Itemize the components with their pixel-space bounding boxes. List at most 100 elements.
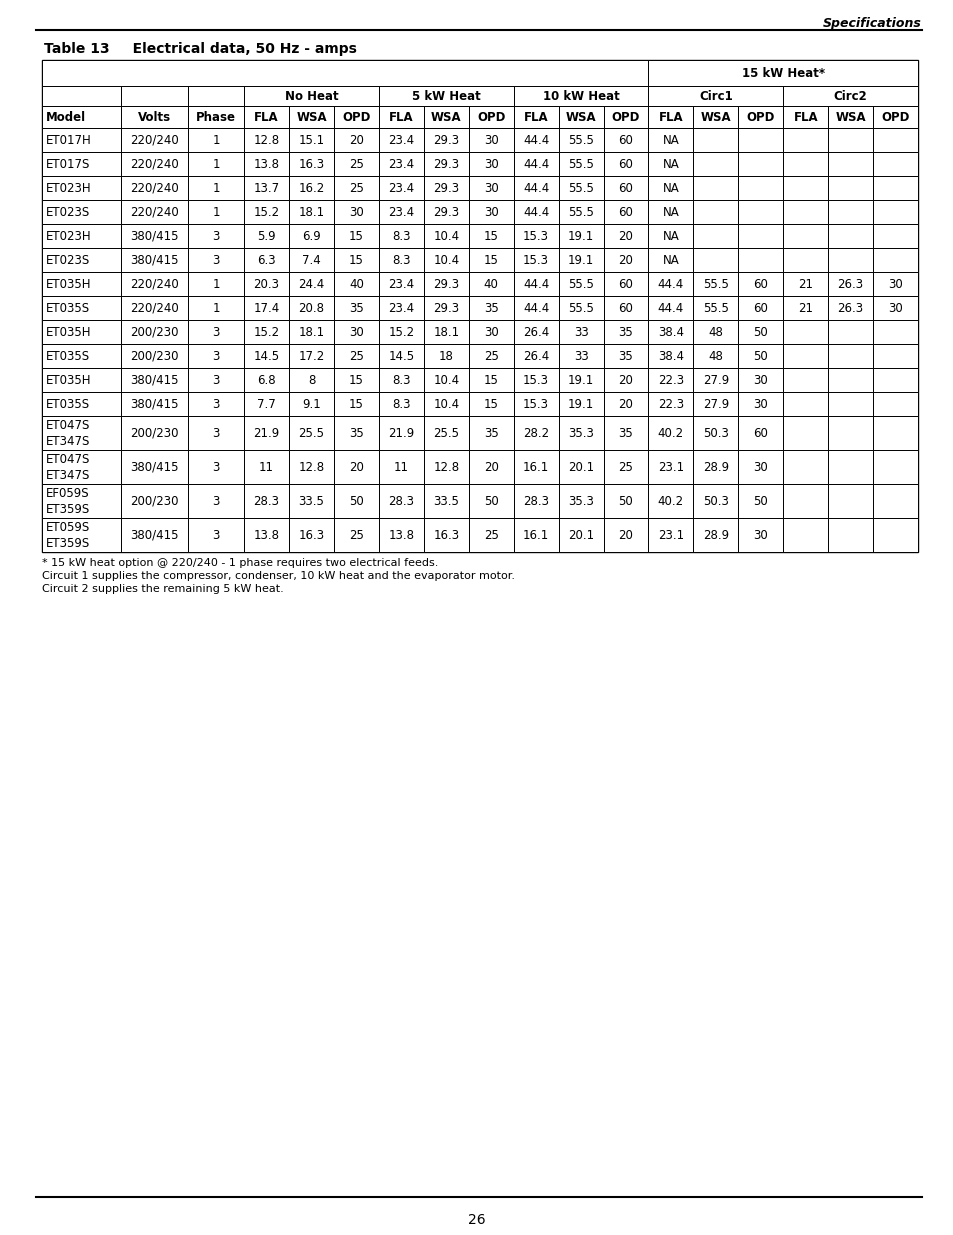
Text: 50: 50 [618,494,633,508]
Text: 44.4: 44.4 [658,278,683,290]
Text: 20: 20 [349,133,363,147]
Text: 18.1: 18.1 [433,326,459,338]
Text: 15: 15 [349,230,363,242]
Text: Circ1: Circ1 [699,89,732,103]
Bar [513,484,558,517]
Text: NA: NA [661,230,679,242]
Bar [244,484,289,517]
Bar [120,517,188,552]
Text: 200/230: 200/230 [130,494,178,508]
Bar [648,345,693,368]
Bar [827,391,872,416]
Text: 16.3: 16.3 [298,529,324,541]
Text: FLA: FLA [254,110,278,124]
Text: 50: 50 [753,494,767,508]
Bar [334,484,378,517]
Bar [42,416,120,450]
Bar [289,200,334,224]
Bar [648,177,693,200]
Bar [423,416,468,450]
Text: NA: NA [661,182,679,194]
Bar [244,296,289,320]
Bar [693,248,738,272]
Text: 3: 3 [213,230,219,242]
Text: 29.3: 29.3 [433,182,459,194]
Bar [827,106,872,128]
Text: ET047S
ET347S: ET047S ET347S [46,419,91,447]
Bar [423,177,468,200]
Text: 3: 3 [213,326,219,338]
Text: 3: 3 [213,461,219,473]
Text: OPD: OPD [881,110,909,124]
Text: ET059S
ET359S: ET059S ET359S [46,520,91,550]
Text: 60: 60 [618,205,633,219]
Bar [289,345,334,368]
Text: 30: 30 [753,461,767,473]
Bar [872,248,917,272]
Bar [244,106,289,128]
Text: NA: NA [661,158,679,170]
Bar [468,450,513,484]
Text: 19.1: 19.1 [567,230,594,242]
Bar [188,517,244,552]
Bar [289,320,334,345]
Bar [468,296,513,320]
Text: 21.9: 21.9 [253,426,279,440]
Bar [468,391,513,416]
Bar [603,128,648,152]
Text: 30: 30 [349,326,363,338]
Bar [378,128,423,152]
Bar [513,296,558,320]
Text: 29.3: 29.3 [433,158,459,170]
Bar [188,272,244,296]
Bar [423,106,468,128]
Text: 1: 1 [213,158,219,170]
Bar [378,391,423,416]
Text: OPD: OPD [342,110,371,124]
Text: 220/240: 220/240 [130,158,178,170]
Text: 380/415: 380/415 [130,529,178,541]
Bar [603,517,648,552]
Bar [468,248,513,272]
Text: 1: 1 [213,133,219,147]
Bar [42,517,120,552]
Bar [42,296,120,320]
Text: 12.8: 12.8 [433,461,459,473]
Bar [738,416,782,450]
Bar [120,248,188,272]
Text: 50.3: 50.3 [702,426,728,440]
Text: 20: 20 [618,529,633,541]
Text: 55.5: 55.5 [568,278,594,290]
Bar [120,177,188,200]
Bar [603,368,648,391]
Text: 33: 33 [573,326,588,338]
Text: 17.4: 17.4 [253,301,279,315]
Bar [827,177,872,200]
Bar [42,272,120,296]
Bar [782,86,917,106]
Bar [513,416,558,450]
Text: 38.4: 38.4 [658,350,683,363]
Bar [603,296,648,320]
Bar [558,368,603,391]
Text: ET023H: ET023H [46,230,91,242]
Text: 13.8: 13.8 [253,529,279,541]
Text: Circuit 2 supplies the remaining 5 kW heat.: Circuit 2 supplies the remaining 5 kW he… [42,584,283,594]
Bar [334,106,378,128]
Text: 20.3: 20.3 [253,278,279,290]
Text: 15.2: 15.2 [253,326,279,338]
Bar [244,128,289,152]
Bar [872,128,917,152]
Bar [289,296,334,320]
Bar [827,320,872,345]
Bar [468,368,513,391]
Bar [468,177,513,200]
Bar [42,224,120,248]
Bar [423,296,468,320]
Bar [558,484,603,517]
Text: 16.3: 16.3 [433,529,459,541]
Bar [827,484,872,517]
Bar [423,128,468,152]
Text: 11: 11 [259,461,274,473]
Text: 18.1: 18.1 [298,326,324,338]
